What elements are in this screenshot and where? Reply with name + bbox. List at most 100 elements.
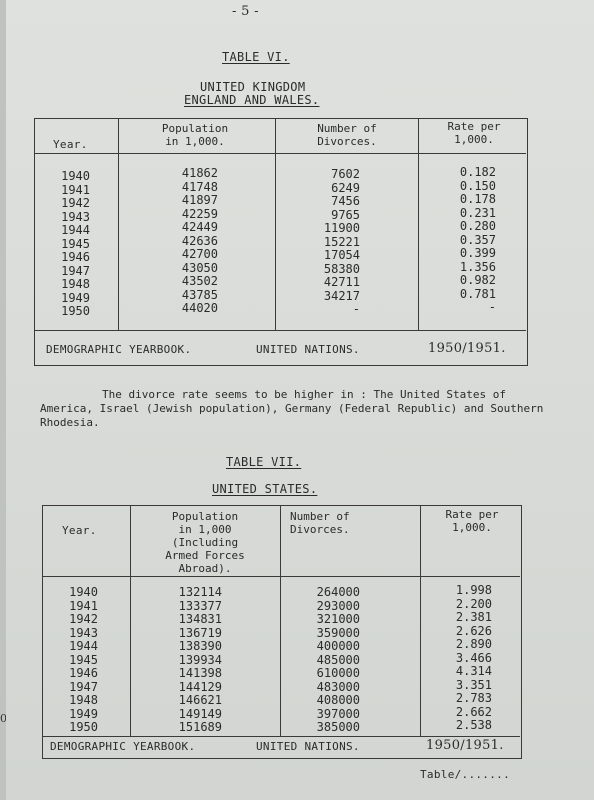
table6-population-column: 41862 41748 41897 42259 42449 42636 42700 43050… [150,166,218,316]
table7-divorces-cell: 408000 [316,693,360,707]
table6-header-population: Population in 1,000. [125,122,265,148]
table7-divorces-cell: 485000 [316,652,360,667]
table6-rate-cell: 0.399 [459,246,496,260]
table7-col-divider [130,505,131,736]
header-line: Abroad). [178,562,232,575]
table6-year-cell: 1940 [61,169,90,183]
table7-population-cell: 132114 [178,585,222,599]
table6-col-divider [418,118,419,330]
header-line: Number of [317,122,377,135]
table6-rate-cell: 0.182 [459,165,496,179]
table6-header-rule [34,153,526,154]
header-line: Number of [290,510,350,523]
table6-divorces-cell: 58380 [323,261,360,276]
table7-year-cell: 1945 [69,652,98,667]
table6-rate-cell: 0.178 [459,192,496,206]
table7-frame [42,505,522,759]
table6-footer-period: 1950/1951. [428,341,506,356]
table7-rates-column: 1.998 2.200 2.381 2.626 2.890 3.466 4.314 3.351… [436,583,492,733]
table6-rate-cell: - [488,300,496,314]
table7-subheading: UNITED STATES. [212,482,318,496]
table7-rate-cell: 2.626 [455,623,492,638]
table7-divorces-cell: 400000 [316,639,360,653]
table7-population-cell: 151689 [178,720,222,734]
table6-population-cell: 41862 [181,166,218,180]
table7-population-cell: 146621 [178,693,222,707]
table6-year-cell: 1950 [61,304,90,318]
table6-population-cell: 43785 [181,287,218,302]
table6-header-rate: Rate per 1,000. [424,120,524,146]
table7-population-cell: 139934 [178,652,222,667]
header-line: 1,000. [452,521,492,534]
header-line: Divorces. [317,135,377,148]
table7-header-population: Population in 1,000 (Including Armed For… [136,510,274,575]
table6-col-divider [275,118,276,330]
table7-footer-source: DEMOGRAPHIC YEARBOOK. [50,740,196,753]
table6-subheading1: UNITED KINGDOM [200,80,306,94]
table6-rate-cell: 0.150 [459,178,496,193]
table7-population-column: 132114 133377 134831 136719 138390 139934 1413… [156,585,222,735]
table7-population-cell: 141398 [178,666,222,680]
header-line: Rate per [445,508,499,521]
table7-year-cell: 1940 [69,585,98,599]
table6-rate-cell: 0.982 [459,273,496,287]
table6-divorces-cell: 11900 [323,221,360,235]
table7-divorces-cell: 610000 [316,666,360,680]
table7-population-cell: 144129 [178,679,222,694]
table7-footer-org: UNITED NATIONS. [256,740,360,753]
body-paragraph: The divorce rate seems to be higher in :… [40,388,560,430]
body-paragraph-text: The divorce rate seems to be higher in :… [40,388,544,429]
table6-population-cell: 41748 [181,179,218,194]
header-line: Armed Forces [165,549,245,562]
table7-year-cell: 1942 [69,612,98,626]
table6-divorces-cell: 34217 [323,288,360,303]
table6-population-cell: 42700 [181,247,218,261]
table7-rate-cell: 3.466 [455,650,492,665]
table7-rate-cell: 4.314 [455,664,492,678]
header-line: Population [161,122,229,135]
table6-year-cell: 1943 [61,209,90,224]
table7-population-cell: 138390 [178,639,222,653]
table7-heading: TABLE VII. [226,455,302,469]
table7-divorces-cell: 483000 [316,679,360,694]
table6-footer-source: DEMOGRAPHIC YEARBOOK. [46,343,192,356]
table6-year-cell: 1945 [61,236,90,251]
table7-rate-cell: 2.662 [455,704,492,719]
table7-population-cell: 149149 [178,706,222,721]
table7-years-column: 1940 1941 1942 1943 1944 1945 1946 1947 1948 1949… [50,585,98,735]
table7-year-cell: 1941 [69,598,98,613]
table6-population-cell: 42259 [181,206,218,221]
table7-footer-rule [42,736,520,737]
table6-population-cell: 42449 [181,220,218,234]
table6-rate-cell: 0.781 [459,286,496,301]
table6-divorces-column: 7602 6249 7456 9765 11900 15221 17054 58380 4271… [300,167,360,317]
table6-divorces-cell: 6249 [331,180,360,195]
table6-col-divider [118,118,119,330]
table7-divorces-cell: 264000 [316,585,360,599]
table7-divorces-cell: 359000 [316,625,360,640]
table7-rate-cell: 2.783 [455,691,492,705]
header-line: (Including [171,536,239,549]
table6-year-cell: 1946 [61,250,90,264]
table6-divorces-cell: 17054 [323,248,360,262]
table7-rate-cell: 2.538 [455,718,492,732]
header-line: in 1,000. [165,135,225,148]
header-line: Population [171,510,239,523]
table6-rate-cell: 0.280 [459,219,496,233]
table6-divorces-cell: 7602 [331,167,360,181]
table6-heading: TABLE VI. [222,50,290,64]
page-number: - 5 - [232,4,259,19]
table6-divorces-cell: 9765 [331,207,360,222]
header-line: Divorces. [290,523,350,536]
table6-rate-cell: 0.357 [459,232,496,247]
table6-years-column: 1940 1941 1942 1943 1944 1945 1946 1947 1948 1949… [40,169,90,319]
table7-rate-cell: 3.351 [455,677,492,692]
edge-mark: 0. [0,712,11,725]
table7-divorces-cell: 385000 [316,720,360,734]
table7-year-cell: 1943 [69,625,98,640]
table6-year-cell: 1948 [61,277,90,291]
table7-year-cell: 1949 [69,706,98,721]
table7-year-cell: 1950 [69,720,98,734]
table6-header-divorces: Number of Divorces. [282,122,412,148]
table6-divorces-cell: 7456 [331,194,360,208]
